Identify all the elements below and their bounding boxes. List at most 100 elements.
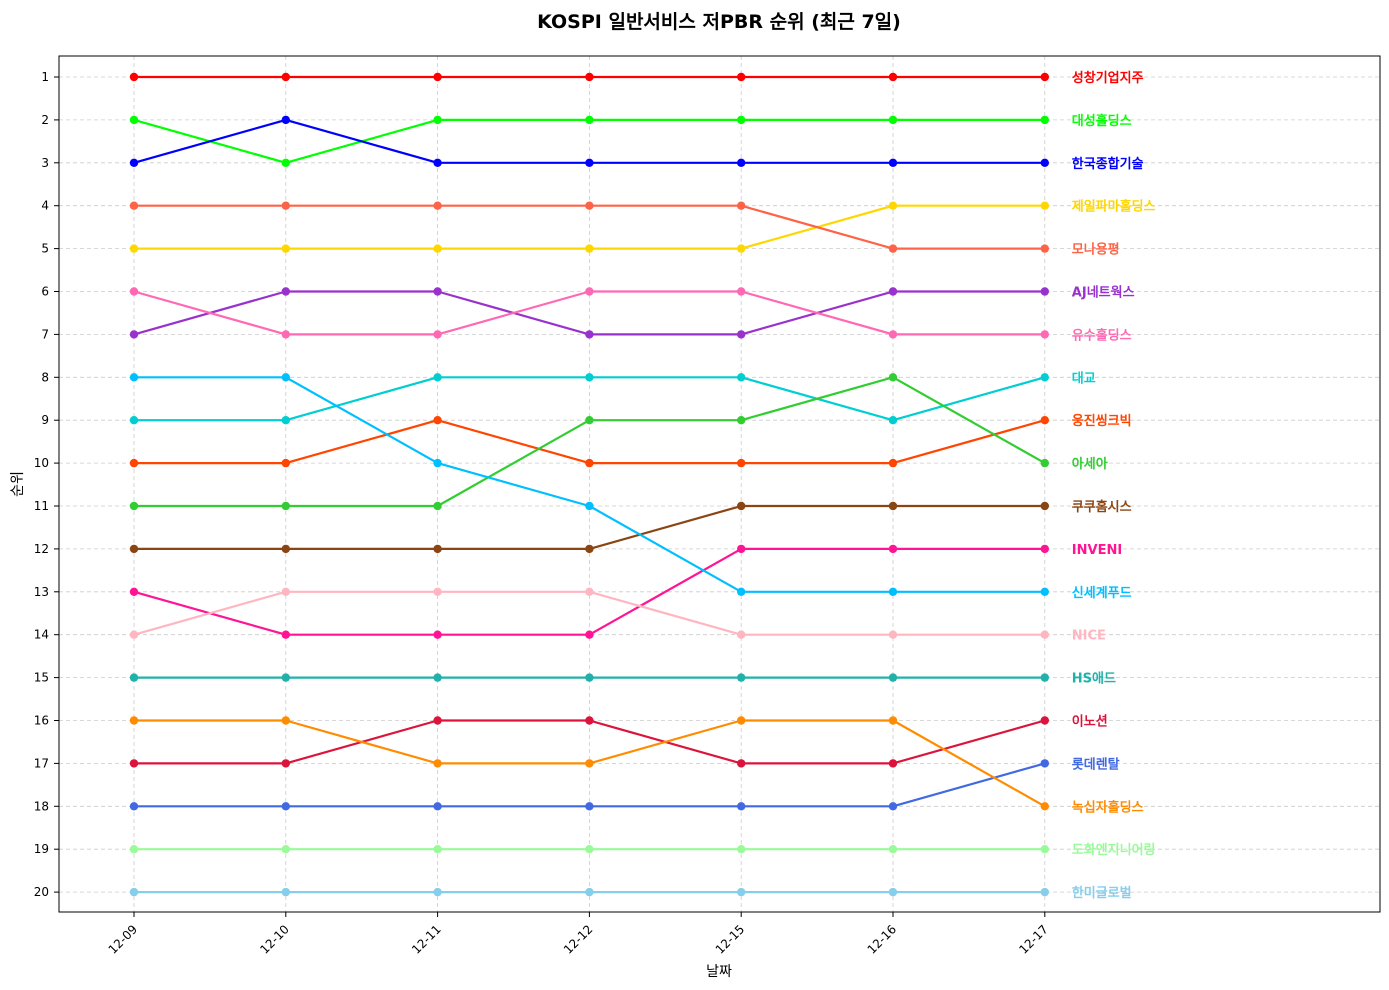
series-2 [129, 115, 1050, 167]
series-5 [129, 287, 1050, 339]
y-tick-label: 13 [34, 585, 49, 599]
data-point [129, 501, 139, 511]
data-point [1040, 587, 1050, 596]
data-point [129, 458, 139, 468]
data-point [281, 373, 290, 382]
data-point [585, 201, 594, 210]
series-18 [129, 845, 1050, 854]
series-end-label: 한미글로벌 [1072, 885, 1132, 901]
x-axis-label: 날짜 [706, 964, 732, 980]
data-point [433, 201, 442, 210]
data-point [281, 630, 290, 639]
data-point [281, 458, 290, 468]
data-point [737, 759, 746, 768]
data-point [129, 716, 139, 725]
series-4 [129, 201, 1050, 253]
data-point [585, 587, 594, 596]
data-point [129, 887, 139, 897]
data-point [585, 716, 594, 725]
data-point [888, 544, 898, 554]
series-16 [129, 759, 1050, 811]
data-point [129, 201, 139, 210]
data-point [888, 759, 898, 768]
data-point [737, 72, 746, 82]
data-point [281, 887, 290, 897]
data-point [737, 587, 746, 596]
series-end-label: INVENI [1072, 543, 1122, 558]
series-end-label: 성창기업지주 [1072, 70, 1144, 86]
chart-title: KOSPI 일반서비스 저PBR 순위 (최근 7일) [537, 11, 901, 33]
series-end-label: 신세계푸드 [1072, 586, 1132, 601]
series-1 [129, 115, 1050, 167]
data-point [281, 587, 290, 596]
data-point [737, 416, 746, 425]
series-7 [129, 373, 1050, 425]
x-tick-label: 12-17 [1016, 922, 1051, 957]
data-point [129, 587, 139, 596]
data-point [129, 287, 139, 296]
data-point [433, 158, 442, 167]
data-point [433, 759, 442, 768]
data-point [585, 544, 594, 554]
data-point [129, 673, 139, 682]
series-15 [129, 716, 1050, 768]
y-tick-label: 14 [34, 628, 49, 642]
data-point [129, 416, 139, 425]
series-end-label: 이노션 [1072, 714, 1108, 730]
series-end-label: 제일파마홀딩스 [1072, 199, 1156, 215]
data-point [585, 158, 594, 167]
series-end-label: 쿠쿠홈시스 [1072, 499, 1132, 515]
data-point [1040, 845, 1050, 854]
series-end-label: HS애드 [1072, 671, 1116, 687]
series-11 [129, 544, 1050, 639]
data-point [281, 416, 290, 425]
data-point [281, 759, 290, 768]
series-lines [129, 72, 1050, 897]
data-point [433, 887, 442, 897]
data-point [129, 115, 139, 125]
series-end-label: 롯데렌탈 [1072, 756, 1120, 772]
data-point [281, 716, 290, 725]
data-point [888, 201, 898, 210]
data-point [1040, 244, 1050, 253]
y-tick-label: 1 [41, 70, 49, 84]
series-6 [129, 287, 1050, 339]
data-point [888, 330, 898, 339]
data-point [585, 759, 594, 768]
data-point [433, 287, 442, 296]
data-point [1040, 501, 1050, 511]
data-point [433, 244, 442, 253]
data-point [585, 330, 594, 339]
series-end-label: 녹십자홀딩스 [1072, 799, 1144, 815]
data-point [585, 373, 594, 382]
series-13 [129, 587, 1050, 639]
data-point [888, 115, 898, 125]
data-point [585, 501, 594, 511]
series-end-label: 한국종합기술 [1072, 156, 1144, 172]
data-point [129, 544, 139, 554]
x-tick-label: 12-11 [409, 922, 444, 957]
data-point [737, 330, 746, 339]
plot-frame [58, 55, 1381, 913]
data-point [281, 115, 290, 125]
y-tick-label: 10 [34, 456, 49, 470]
data-point [433, 501, 442, 511]
data-point [433, 845, 442, 854]
data-point [585, 416, 594, 425]
data-point [129, 759, 139, 768]
data-point [888, 673, 898, 682]
y-axis-label: 순위 [10, 471, 26, 497]
x-tick-label: 12-10 [257, 922, 292, 957]
data-point [281, 544, 290, 554]
y-tick-label: 5 [41, 242, 49, 256]
data-point [1040, 330, 1050, 339]
data-point [433, 72, 442, 82]
data-point [585, 887, 594, 897]
data-point [281, 673, 290, 682]
y-tick-label: 20 [34, 885, 49, 899]
data-point [888, 458, 898, 468]
data-point [888, 287, 898, 296]
data-point [888, 716, 898, 725]
